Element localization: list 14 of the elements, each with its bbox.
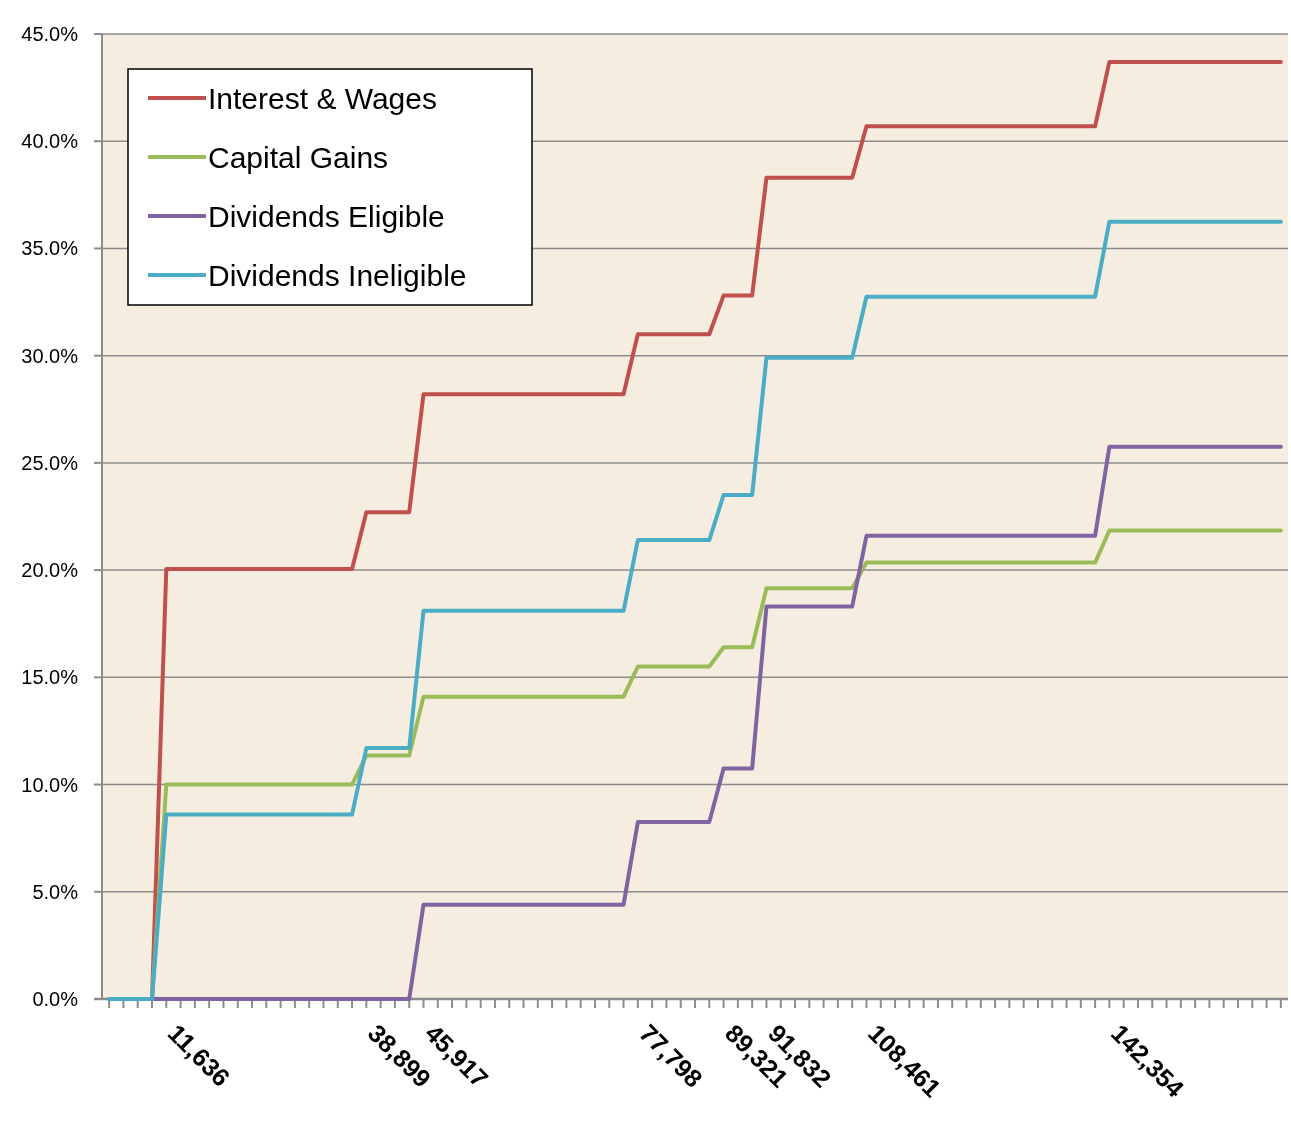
legend-label: Dividends Ineligible	[208, 258, 467, 292]
y-tick-label: 10.0%	[21, 773, 79, 796]
y-tick-label: 20.0%	[21, 559, 79, 582]
y-tick-label: 40.0%	[21, 130, 79, 153]
legend-label: Capital Gains	[208, 140, 389, 174]
y-tick-label: 5.0%	[32, 880, 79, 903]
y-tick-label: 15.0%	[21, 666, 79, 689]
legend-label: Interest & Wages	[208, 81, 437, 115]
y-tick-label: 30.0%	[21, 344, 79, 367]
y-tick-label: 25.0%	[21, 451, 79, 474]
legend-label: Dividends Eligible	[208, 199, 445, 233]
y-tick-label: 35.0%	[21, 237, 79, 260]
y-tick-label: 45.0%	[21, 23, 79, 45]
y-tick-label: 0.0%	[32, 988, 79, 1010]
